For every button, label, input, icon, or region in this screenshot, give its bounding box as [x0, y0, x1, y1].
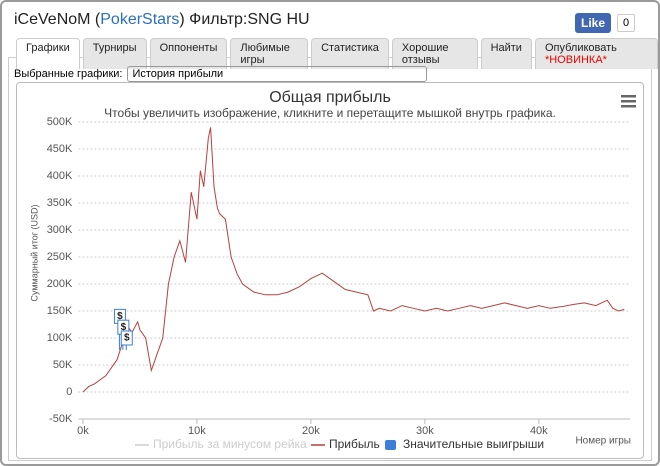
y-axis-label: Суммарный итог (USD)	[29, 204, 39, 301]
y-tick-label: 400K	[47, 170, 73, 182]
flag-label: $	[124, 333, 130, 344]
tab[interactable]: Графики	[16, 38, 80, 69]
x-axis-label: Номер игры	[575, 436, 631, 447]
tab[interactable]: Найти	[480, 38, 532, 69]
y-tick-label: 300K	[47, 224, 73, 236]
selector: Выбранные графики: История прибыли	[14, 66, 428, 82]
line	[82, 127, 625, 393]
tabs: Графики Турниры Оппоненты Любимые игры Стати…	[16, 38, 658, 69]
filter: ) Фильтр:SNG HU	[179, 11, 310, 28]
y-tick-label: 500K	[47, 116, 73, 128]
y-tick-label: 350K	[47, 197, 73, 209]
menu-icon[interactable]	[621, 95, 636, 108]
legend-label[interactable]: Значительные выигрыши	[403, 437, 544, 451]
x-tick-label: 30k	[416, 425, 434, 437]
like-count: 0	[617, 14, 636, 32]
y-tick-label: -50K	[49, 413, 73, 425]
tab-badge: *НОВИНКА*	[544, 54, 607, 66]
legend-label[interactable]: Прибыль за минусом рейка	[153, 437, 307, 451]
player: iCeVeNoM (	[14, 11, 101, 28]
site[interactable]: PokerStars	[100, 11, 180, 28]
x-tick-label: 40k	[530, 425, 548, 437]
tab[interactable]: Турниры	[82, 38, 147, 69]
selector-label: Выбранные графики:	[14, 68, 123, 80]
y-tick-label: 200K	[47, 278, 73, 290]
like-button[interactable]: Like	[575, 13, 612, 33]
flag-label: $	[121, 322, 127, 333]
y-tick-label: 450K	[47, 143, 73, 155]
y-tick-label: 100K	[47, 332, 73, 344]
chart-box: Общая прибыль Чтобы увеличить изображени…	[16, 82, 644, 459]
legend-swatch	[385, 440, 396, 450]
legend-label[interactable]: Прибыль	[329, 437, 380, 451]
flag[interactable]	[120, 330, 133, 346]
chart: Общая прибыль Чтобы увеличить изображени…	[29, 89, 636, 451]
tab[interactable]: Статистика	[311, 38, 389, 69]
flag-label: $	[117, 311, 123, 322]
x-tick-label: 10k	[188, 425, 206, 437]
y-tick-label: 50K	[53, 359, 73, 371]
y-tick-label: 0	[66, 386, 72, 398]
like-widget: Like 0	[575, 13, 636, 33]
chart-title: Общая прибыль	[269, 89, 391, 106]
tab[interactable]: Оппоненты	[149, 38, 228, 69]
page-title: iCeVeNoM (PokerStars) Фильтр:SNG HU	[14, 11, 310, 29]
chart-subtitle: Чтобы увеличить изображение, кликните и …	[104, 106, 556, 120]
x-tick-label: 20k	[302, 425, 320, 437]
selector-box[interactable]: История прибыли	[127, 66, 428, 82]
tab[interactable]: Любимые игры	[230, 38, 309, 69]
y-tick-label: 250K	[47, 251, 73, 263]
x-tick-label: 0k	[77, 425, 89, 437]
tab-label: Опубликовать	[544, 42, 617, 54]
y-tick-label: 150K	[47, 305, 73, 317]
tab[interactable]: Опубликовать *НОВИНКА*	[534, 38, 658, 69]
tab[interactable]: Хорошие отзывы	[391, 38, 478, 69]
